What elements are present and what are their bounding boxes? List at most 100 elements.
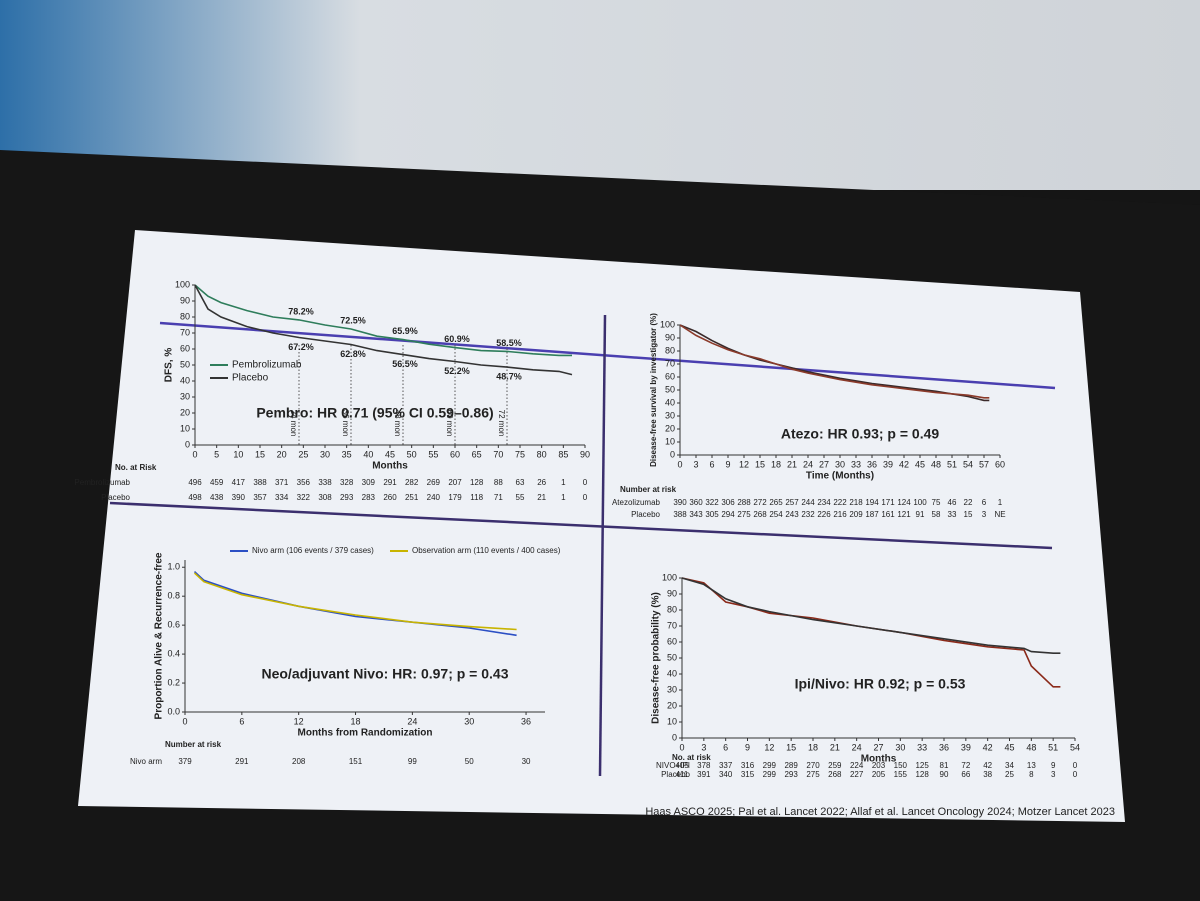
at-risk-count: 194 (865, 498, 879, 507)
data-label: 52.2% (444, 366, 470, 376)
at-risk-count: 322 (297, 493, 311, 502)
at-risk-count: 254 (769, 510, 783, 519)
x-tick-label: 15 (255, 449, 265, 459)
at-risk-count: 259 (828, 761, 842, 770)
x-tick-label: 3 (693, 459, 698, 469)
chart-annotation: Atezo: HR 0.93; p = 0.49 (781, 426, 940, 442)
x-tick-label: 0 (677, 459, 682, 469)
x-tick-label: 36 (939, 742, 949, 752)
y-tick-label: 0.0 (167, 706, 180, 716)
y-tick-label: 40 (665, 397, 675, 407)
survival-curve (194, 284, 573, 376)
at-risk-count: 187 (865, 510, 879, 519)
x-tick-label: 27 (873, 742, 883, 752)
at-risk-label: NIVO+IPI (656, 761, 690, 770)
data-label: 78.2% (288, 306, 314, 316)
y-tick-label: 0.2 (167, 677, 180, 687)
divider (109, 501, 1053, 550)
y-tick-label: 1.0 (167, 562, 180, 572)
at-risk-label: Atezolizumab (612, 498, 661, 507)
y-tick-label: 10 (180, 423, 190, 433)
y-tick-label: 50 (667, 652, 677, 662)
at-risk-count: 234 (817, 498, 831, 507)
at-risk-count: 305 (705, 510, 719, 519)
y-tick-label: 70 (180, 327, 190, 337)
x-tick-label: 39 (883, 459, 893, 469)
at-risk-count: 1 (561, 493, 566, 502)
x-tick-label: 60 (450, 449, 460, 459)
x-tick-label: 9 (725, 459, 730, 469)
at-risk-count: 209 (849, 510, 863, 519)
at-risk-count: 155 (894, 770, 908, 779)
legend-label: Observation arm (110 events / 400 cases) (412, 546, 561, 555)
at-risk-count: 222 (833, 498, 847, 507)
y-tick-label: 30 (667, 684, 677, 694)
y-tick-label: 20 (667, 700, 677, 710)
at-risk-count: 459 (210, 478, 224, 487)
x-tick-label: 24 (803, 459, 813, 469)
x-tick-label: 42 (899, 459, 909, 469)
at-risk-count: 203 (872, 761, 886, 770)
x-axis-label: Time (Months) (806, 471, 874, 482)
at-risk-count: 340 (719, 770, 733, 779)
at-risk-count: 118 (470, 493, 483, 502)
y-tick-label: 70 (667, 620, 677, 630)
at-risk-count: 33 (948, 510, 957, 519)
at-risk-count: 71 (494, 493, 503, 502)
at-risk-count: 46 (948, 498, 957, 507)
at-risk-count: 50 (465, 757, 474, 766)
y-tick-label: 20 (180, 407, 190, 417)
at-risk-count: 75 (932, 498, 941, 507)
at-risk-count: 66 (961, 770, 970, 779)
at-risk-count: 291 (383, 478, 397, 487)
x-tick-label: 35 (342, 449, 352, 459)
at-risk-count: 315 (741, 770, 755, 779)
at-risk-count: 282 (405, 478, 419, 487)
x-tick-label: 54 (963, 459, 973, 469)
at-risk-count: 293 (784, 770, 798, 779)
x-tick-label: 9 (745, 742, 750, 752)
at-risk-count: 38 (983, 770, 992, 779)
y-tick-label: 50 (665, 384, 675, 394)
x-tick-label: 25 (298, 449, 308, 459)
y-axis-label: Proportion Alive & Recurrence-free (154, 552, 165, 719)
x-tick-label: 18 (351, 716, 361, 726)
at-risk-count: 21 (537, 493, 546, 502)
at-risk-count: 128 (915, 770, 929, 779)
x-tick-label: 0 (182, 716, 187, 726)
legend-label: Nivo arm (106 events / 379 cases) (252, 546, 374, 555)
at-risk-count: 272 (753, 498, 767, 507)
y-tick-label: 80 (667, 604, 677, 614)
at-risk-count: 251 (405, 493, 419, 502)
at-risk-count: 224 (850, 761, 864, 770)
at-risk-count: 294 (721, 510, 735, 519)
reference-line (159, 321, 1056, 390)
at-risk-count: 270 (806, 761, 820, 770)
y-tick-label: 0 (670, 449, 675, 459)
survival-curve (681, 577, 1061, 654)
x-tick-label: 51 (947, 459, 957, 469)
at-risk-count: 293 (340, 493, 354, 502)
x-tick-label: 5 (214, 449, 219, 459)
at-risk-count: 216 (833, 510, 847, 519)
y-tick-label: 80 (180, 311, 190, 321)
ceiling (0, 0, 1200, 190)
survival-curve (679, 324, 990, 399)
x-tick-label: 15 (786, 742, 796, 752)
y-tick-label: 50 (180, 359, 190, 369)
chart-annotation: Ipi/Nivo: HR 0.92; p = 0.53 (795, 676, 966, 692)
at-risk-count: 269 (427, 478, 441, 487)
data-label: 65.9% (392, 326, 418, 336)
at-risk-count: 244 (801, 498, 815, 507)
at-risk-count: 226 (817, 510, 831, 519)
survival-curve (194, 284, 572, 357)
y-tick-label: 100 (175, 279, 190, 289)
legend-label: Placebo (232, 373, 269, 384)
at-risk-label: Placebo (101, 493, 130, 502)
at-risk-count: 171 (881, 498, 895, 507)
at-risk-count: 288 (737, 498, 751, 507)
x-tick-label: 6 (723, 742, 728, 752)
at-risk-count: 30 (522, 757, 531, 766)
at-risk-title: Number at risk (620, 485, 677, 494)
